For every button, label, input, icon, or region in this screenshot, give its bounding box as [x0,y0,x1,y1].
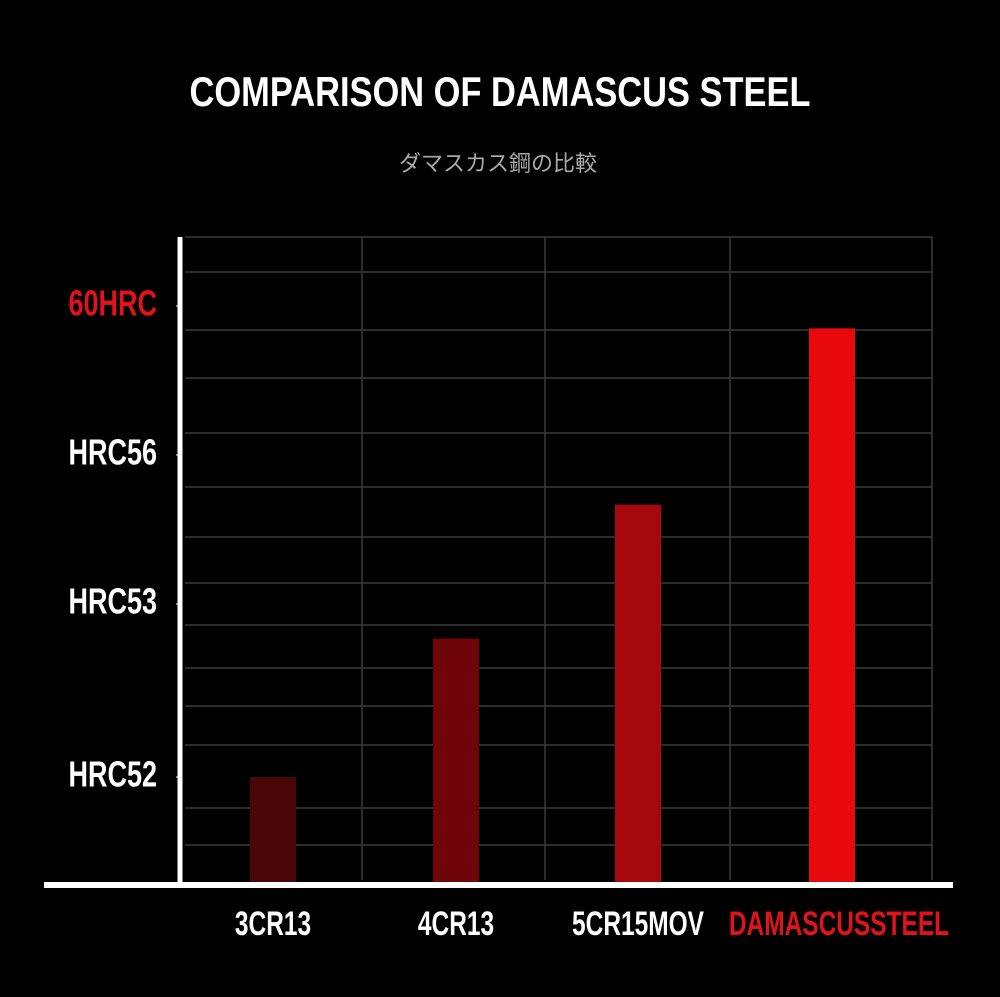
y-tick-label: HRC53 [69,581,157,622]
y-tick-label: HRC56 [69,432,157,473]
x-tick-label: 4CR13 [418,905,494,943]
chart-subtitle: ダマスカス鋼の比較 [399,151,597,176]
bar [615,504,661,883]
x-tick-label: 3CR13 [235,905,311,943]
y-tick-label: HRC52 [69,754,157,795]
y-tick-label: 60HRC [69,283,157,324]
x-tick-label: 5CR15MOV [572,905,704,943]
chart-title: COMPARISON OF DAMASCUS STEEL [190,69,811,116]
x-tick-label: DAMASCUSSTEEL [729,905,949,943]
bar [433,638,479,883]
bar [250,777,296,883]
background-grid [185,236,933,880]
bar [809,328,855,884]
